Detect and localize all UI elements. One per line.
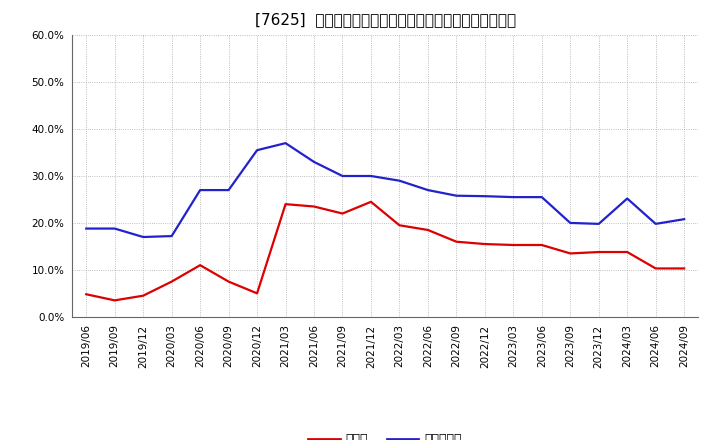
Legend: 現須金, 有利子負債: 現須金, 有利子負債 [303, 429, 467, 440]
Title: [7625]  現須金、有利子負債の総資産に対する比率の推移: [7625] 現須金、有利子負債の総資産に対する比率の推移 [255, 12, 516, 27]
